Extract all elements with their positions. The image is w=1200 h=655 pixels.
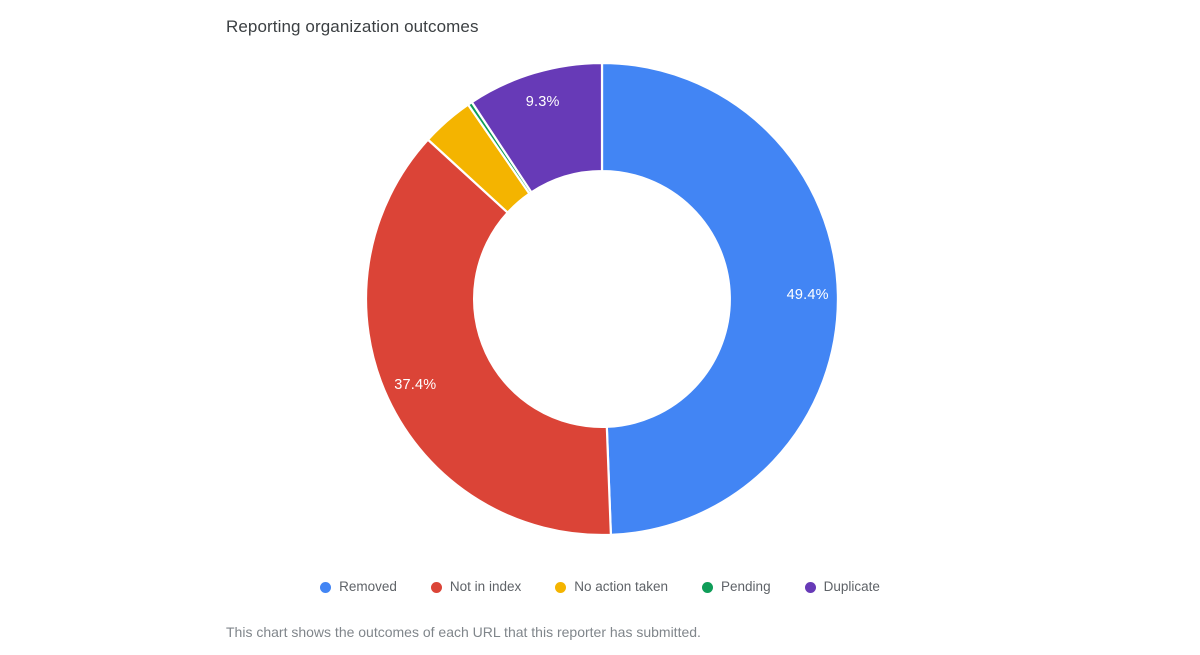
legend-item-pending[interactable]: Pending	[702, 579, 771, 595]
donut-slices	[364, 61, 839, 537]
chart-caption: This chart shows the outcomes of each UR…	[226, 624, 701, 640]
legend-item-label: Removed	[339, 579, 397, 594]
legend-item-duplicate[interactable]: Duplicate	[804, 579, 880, 595]
legend-swatch-icon	[555, 581, 567, 593]
chart-legend: Removed Not in index No action taken Pendin…	[0, 575, 1200, 599]
slice-value-label: 9.3%	[526, 94, 560, 110]
legend-swatch-icon	[320, 581, 332, 593]
donut-slice-removed[interactable]	[600, 61, 839, 536]
donut-chart-area: 49.4% 37.4% 9.3%	[364, 61, 839, 537]
donut-slice-not-in-index[interactable]	[364, 138, 613, 537]
donut-chart-svg: 49.4% 37.4% 9.3%	[364, 61, 839, 537]
donut-slice-labels: 49.4% 37.4% 9.3%	[394, 94, 829, 393]
legend-item-no-action-taken[interactable]: No action taken	[555, 579, 668, 595]
legend-item-label: Pending	[721, 579, 771, 594]
legend-item-label: Not in index	[449, 579, 522, 594]
legend-item-label: Duplicate	[823, 579, 880, 594]
page-title: Reporting organization outcomes	[226, 17, 479, 36]
donut-slice-duplicate[interactable]	[470, 61, 604, 194]
legend-swatch-icon	[702, 581, 714, 593]
legend-swatch-icon	[430, 581, 442, 593]
legend-swatch-icon	[804, 581, 816, 593]
slice-value-label: 49.4%	[787, 287, 829, 303]
slice-value-label: 37.4%	[394, 377, 436, 393]
legend-item-label: No action taken	[574, 579, 669, 594]
legend-item-not-in-index[interactable]: Not in index	[430, 579, 522, 595]
legend-item-removed[interactable]: Removed	[320, 579, 397, 595]
